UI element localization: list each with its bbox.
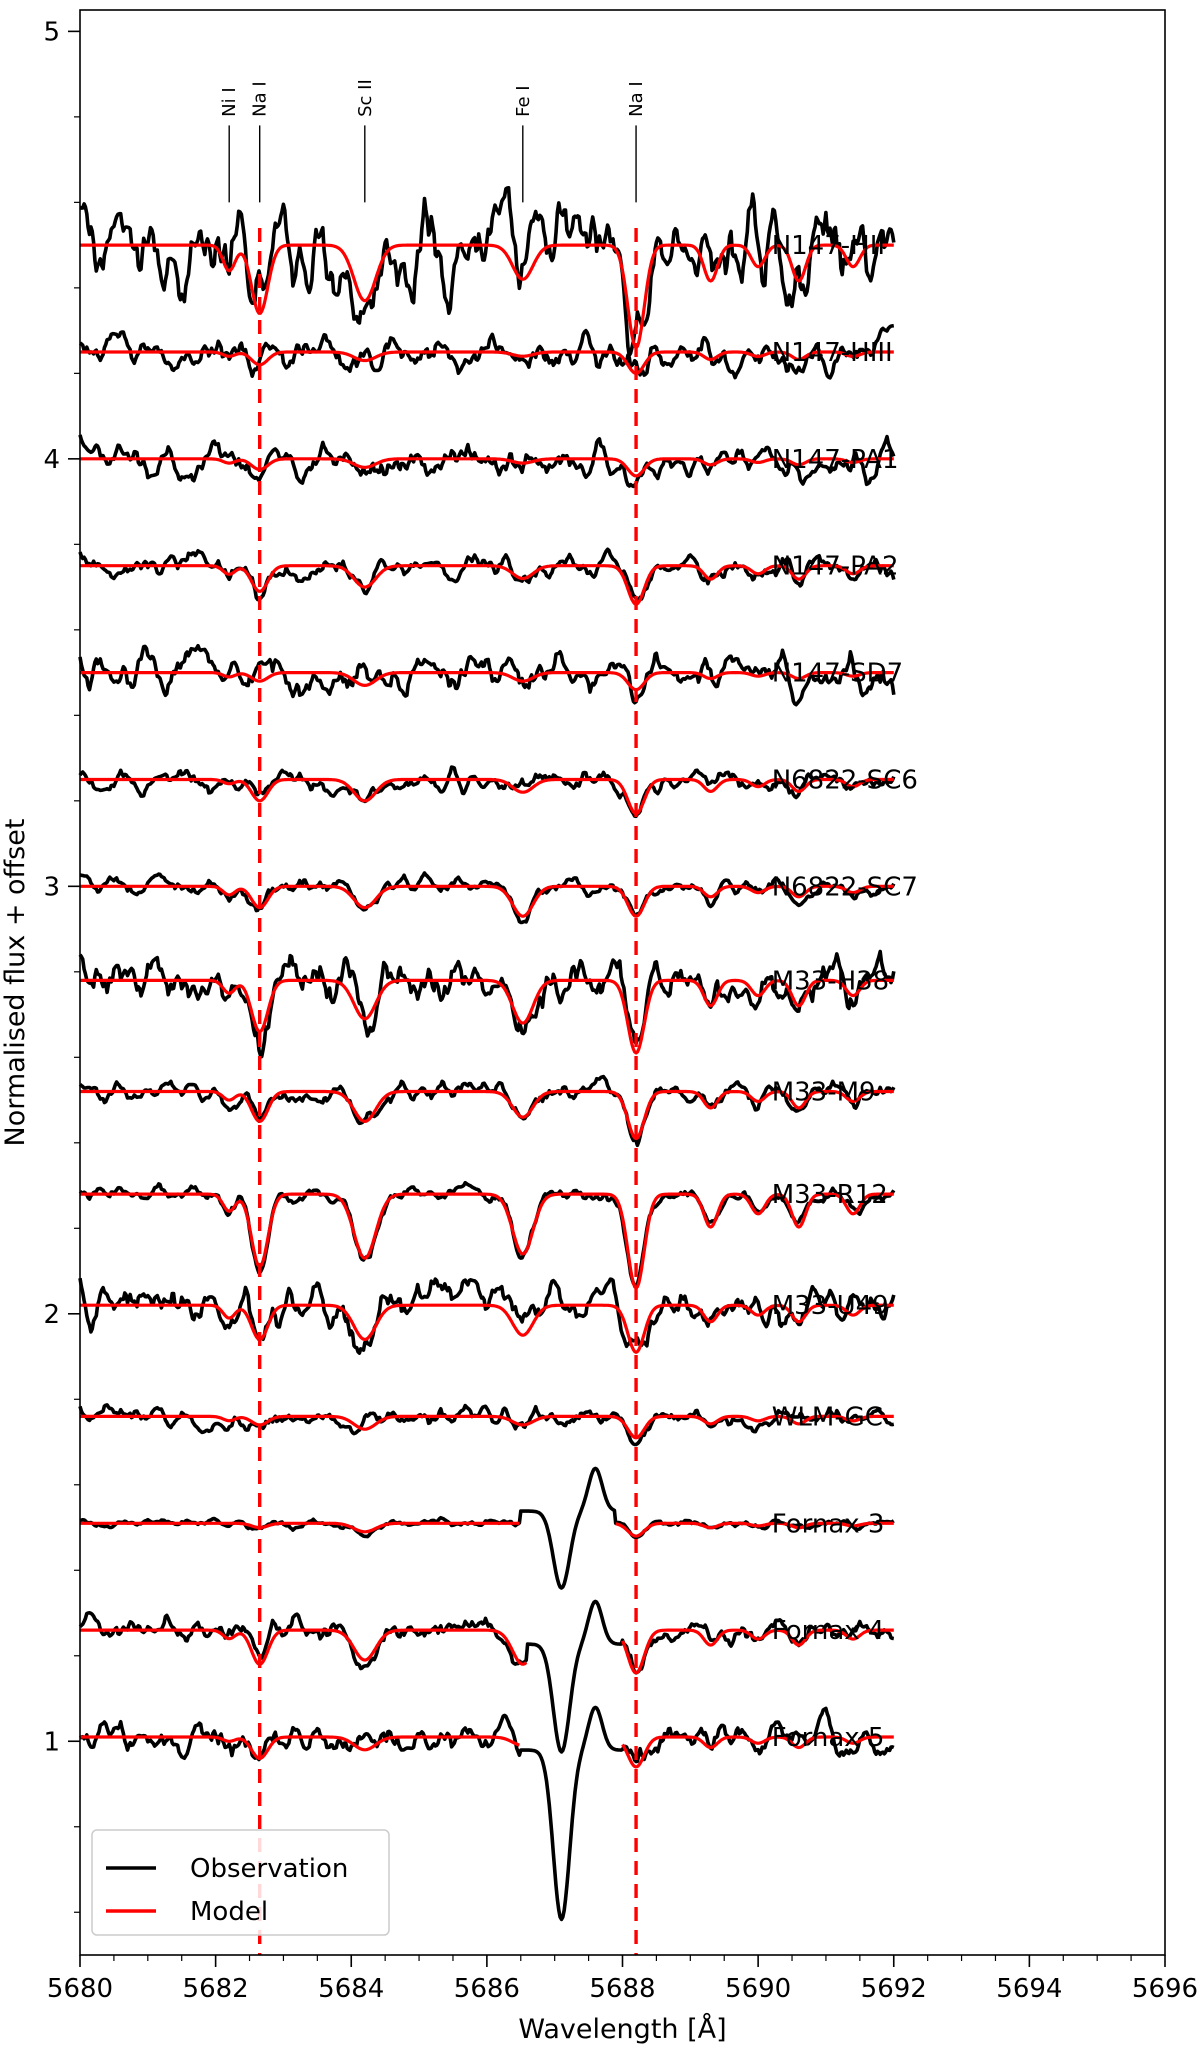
model-line <box>621 1735 894 1769</box>
model-line <box>79 564 894 606</box>
legend: Observation Model <box>91 1829 390 1936</box>
observation-line <box>78 1277 896 1355</box>
observation-line <box>79 186 896 358</box>
series-label: Fornax 3 <box>772 1509 885 1539</box>
series-label: N147-HIII <box>772 338 893 368</box>
spectrum-group: Fornax 3 <box>79 1466 895 1590</box>
spectrum-group: WLM-GC <box>78 1402 895 1447</box>
x-tick-label: 5688 <box>589 1974 655 2004</box>
series-label: N147-SD7 <box>772 659 904 689</box>
model-line <box>79 1192 894 1290</box>
series-label: Fornax 5 <box>772 1723 885 1753</box>
line-id-label: Na I <box>250 81 271 117</box>
x-tick-label: 5684 <box>318 1974 384 2004</box>
model-line <box>79 350 894 375</box>
series-label: M33-H38 <box>772 966 890 996</box>
axis-layer: 5680 5682 5684 5686 5688 5690 5692 5694 5696 1 2 3 4… <box>43 17 1198 2004</box>
series-label: WLM-GC <box>772 1402 883 1432</box>
spectrum-group: N147-HIII <box>78 323 895 380</box>
spectrum-group: M33-U49 <box>78 1277 896 1355</box>
observation-line <box>78 643 896 707</box>
y-tick-label: 5 <box>43 17 60 47</box>
model-line <box>79 1303 894 1354</box>
model-line <box>79 1089 894 1141</box>
model-line <box>621 1628 894 1675</box>
model-line <box>79 243 894 350</box>
model-line <box>79 1521 520 1534</box>
y-tick-label: 1 <box>43 1727 60 1757</box>
legend-box <box>91 1829 390 1936</box>
y-axis-title: Normalised flux + offset <box>0 819 31 1147</box>
series-label: M33-U49 <box>772 1291 889 1321</box>
y-tick-label: 3 <box>43 872 60 902</box>
plot-frame <box>79 9 1166 1956</box>
series-label: M33-R12 <box>772 1180 888 1210</box>
line-id-label: Sc II <box>355 79 376 117</box>
marker-layer: Ni I Na I Sc II Fe I Na I <box>219 79 647 1955</box>
spectrum-group: M33-M9 <box>78 1074 896 1148</box>
line-id-label: Fe I <box>513 85 534 116</box>
x-tick-label: 5686 <box>454 1974 520 2004</box>
x-axis-title: Wavelength [Å] <box>518 2013 726 2045</box>
model-line <box>79 777 894 816</box>
x-tick-label: 5694 <box>996 1974 1062 2004</box>
model-line <box>79 671 894 692</box>
spectrum-group: Fornax 5 <box>78 1705 895 1922</box>
y-tick-label: 2 <box>43 1300 60 1330</box>
spectrum-group: M33-R12 <box>78 1180 896 1290</box>
model-line <box>79 1414 894 1440</box>
spectrum-group: N6822-SC6 <box>78 765 918 819</box>
model-line <box>79 1735 520 1760</box>
model-line <box>79 978 894 1055</box>
series-label: N147-PA1 <box>772 445 899 475</box>
series-label: Fornax 4 <box>772 1616 885 1646</box>
spectrum-group: Fornax 4 <box>78 1599 895 1754</box>
observation-line <box>78 1403 895 1447</box>
line-id-label: Na I <box>626 81 647 117</box>
legend-observation-label: Observation <box>190 1854 348 1884</box>
observation-line <box>78 1705 895 1922</box>
x-tick-label: 5692 <box>861 1974 927 2004</box>
x-tick-label: 5696 <box>1132 1974 1198 2004</box>
series-label: N6822-SC6 <box>772 765 918 795</box>
spectrum-group: N147-SD7 <box>78 643 904 707</box>
observation-line <box>78 765 896 819</box>
y-tick-label: 4 <box>43 445 60 475</box>
legend-model-label: Model <box>190 1897 268 1927</box>
spectrum-group: N147-PA1 <box>78 434 899 489</box>
x-tick-label: 5682 <box>183 1974 249 2004</box>
observation-line <box>78 949 896 1059</box>
series-layer: N147-HII N147-HIII N147-PA1 N147-PA2 N147-SD… <box>78 186 918 1922</box>
model-line <box>615 1521 894 1538</box>
series-label: N147-HII <box>772 231 885 261</box>
x-tick-label: 5680 <box>47 1974 113 2004</box>
series-label: N147-PA2 <box>772 552 899 582</box>
model-line <box>79 1628 528 1666</box>
series-label: N6822-SC7 <box>772 872 918 902</box>
series-label: M33-M9 <box>772 1078 876 1108</box>
spectrum-group: N147-HII <box>79 186 896 358</box>
model-line <box>79 457 894 478</box>
x-tick-label: 5690 <box>725 1974 791 2004</box>
spectrum-group: N147-PA2 <box>78 547 899 606</box>
line-id-label: Ni I <box>219 87 240 117</box>
model-line <box>79 884 894 918</box>
spectrum-group: N6822-SC7 <box>79 871 918 925</box>
spectrum-group: M33-H38 <box>78 949 896 1059</box>
